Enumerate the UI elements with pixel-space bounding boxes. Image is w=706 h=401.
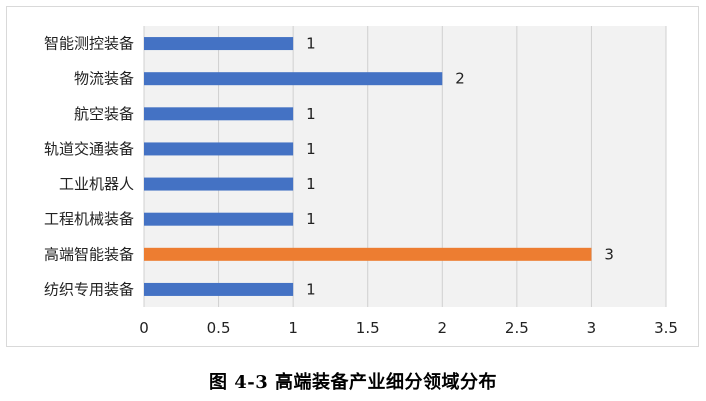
data-label: 1 xyxy=(306,140,316,158)
data-label: 3 xyxy=(604,245,614,263)
data-label: 1 xyxy=(306,175,316,193)
data-label: 1 xyxy=(306,105,316,123)
category-label: 物流装备 xyxy=(74,70,134,88)
bar xyxy=(144,37,294,51)
figure-caption: 图 4-3 高端装备产业细分领域分布 xyxy=(208,372,498,393)
bar-chart: 0 0.5 1 1.5 2 2.5 3 3.5 智能测控装备 1 物流装备 2 航空装备 1 轨道交通装备 1… xyxy=(44,26,678,337)
category-label: 智能测控装备 xyxy=(44,35,134,53)
bar xyxy=(144,247,592,261)
chart-frame: 0 0.5 1 1.5 2 2.5 3 3.5 智能测控装备 1 物流装备 2 航空装备 1 轨道交通装备 1… xyxy=(6,6,699,347)
bar xyxy=(144,177,294,191)
category-label: 工业机器人 xyxy=(59,175,134,193)
plot-area xyxy=(144,26,666,307)
bar xyxy=(144,282,294,296)
x-tick-label: 0 xyxy=(139,319,149,337)
category-label: 高端智能装备 xyxy=(44,245,134,263)
x-tick-label: 2 xyxy=(438,319,448,337)
category-label: 纺织专用装备 xyxy=(44,280,134,298)
data-label: 1 xyxy=(306,210,316,228)
bar xyxy=(144,142,294,156)
category-label: 工程机械装备 xyxy=(44,210,134,228)
x-tick-label: 0.5 xyxy=(207,319,231,337)
data-label: 2 xyxy=(455,70,465,88)
bar xyxy=(144,107,294,121)
x-tick-label: 1.5 xyxy=(356,319,380,337)
category-label: 航空装备 xyxy=(74,105,134,123)
x-tick-label: 3 xyxy=(587,319,597,337)
data-label: 1 xyxy=(306,280,316,298)
bar xyxy=(144,72,443,86)
bar xyxy=(144,212,294,226)
x-tick-label: 2.5 xyxy=(505,319,529,337)
data-label: 1 xyxy=(306,35,316,53)
x-tick-label: 1 xyxy=(288,319,298,337)
x-tick-label: 3.5 xyxy=(654,319,678,337)
category-label: 轨道交通装备 xyxy=(44,140,134,158)
